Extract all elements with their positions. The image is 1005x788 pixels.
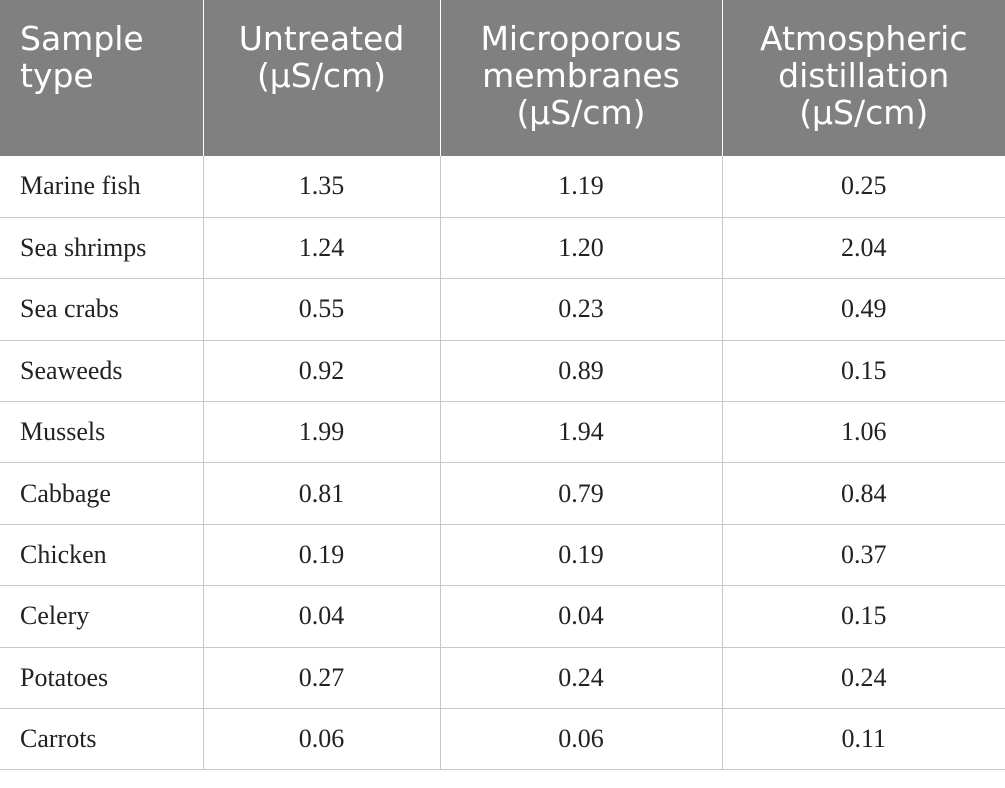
table-row: Carrots 0.06 0.06 0.11 [0, 708, 1005, 771]
table-header: Sample type Untreated (μS/cm) Microporou… [0, 0, 1005, 156]
cell-untreated: 1.99 [202, 401, 441, 464]
cell-microporous: 1.94 [439, 401, 723, 464]
header-line: (μS/cm) [516, 93, 646, 132]
cell-atmospheric: 0.49 [721, 278, 1005, 341]
cell-untreated: 0.92 [202, 339, 441, 403]
table-row: Seaweeds 0.92 0.89 0.15 [0, 339, 1005, 403]
cell-microporous: 0.89 [439, 339, 723, 403]
cell-atmospheric: 0.15 [721, 339, 1005, 403]
cell-untreated: 0.19 [202, 523, 441, 587]
cell-sample-type: Marine fish [0, 156, 204, 218]
cell-atmospheric: 1.06 [721, 401, 1005, 464]
header-line: (μS/cm) [256, 56, 387, 95]
cell-microporous: 1.19 [439, 156, 723, 218]
header-untreated: Untreated (μS/cm) [202, 0, 440, 156]
header-line: Atmospheric [759, 19, 968, 58]
cell-atmospheric: 0.11 [721, 708, 1005, 771]
cell-microporous: 0.06 [439, 708, 723, 771]
table-row: Celery 0.04 0.04 0.15 [0, 585, 1005, 648]
table-row: Sea shrimps 1.24 1.20 2.04 [0, 216, 1005, 280]
cell-sample-type: Celery [0, 585, 204, 648]
cell-atmospheric: 0.84 [721, 462, 1005, 525]
cell-atmospheric: 0.24 [721, 646, 1005, 710]
table-row: Chicken 0.19 0.19 0.37 [0, 523, 1005, 587]
cell-microporous: 0.24 [439, 646, 723, 710]
cell-untreated: 0.27 [202, 646, 441, 710]
cell-atmospheric: 2.04 [721, 216, 1005, 280]
cell-microporous: 0.23 [439, 278, 723, 341]
cell-untreated: 1.24 [202, 216, 441, 280]
header-line: Untreated [238, 19, 405, 58]
header-line: distillation [778, 56, 950, 95]
header-line: Microporous [480, 19, 682, 58]
cell-atmospheric: 0.25 [721, 156, 1005, 218]
cell-untreated: 0.55 [202, 278, 441, 341]
cell-sample-type: Sea crabs [0, 278, 204, 341]
header-row: Sample type Untreated (μS/cm) Microporou… [0, 0, 1005, 156]
cell-untreated: 0.81 [202, 462, 441, 525]
header-line: membranes [482, 56, 680, 95]
cell-atmospheric: 0.15 [721, 585, 1005, 648]
cell-microporous: 1.20 [439, 216, 723, 280]
header-atmospheric-distillation: Atmospheric distillation (μS/cm) [721, 0, 1005, 156]
header-line: Sample [20, 19, 144, 58]
cell-microporous: 0.19 [439, 523, 723, 587]
cell-sample-type: Seaweeds [0, 339, 204, 403]
cell-sample-type: Cabbage [0, 462, 204, 525]
cell-untreated: 1.35 [202, 156, 441, 218]
cell-microporous: 0.79 [439, 462, 723, 525]
cell-sample-type: Carrots [0, 708, 204, 771]
table-body: Marine fish 1.35 1.19 0.25 Sea shrimps 1… [0, 156, 1005, 771]
cell-sample-type: Chicken [0, 523, 204, 587]
header-line: type [20, 56, 94, 95]
cell-untreated: 0.04 [202, 585, 441, 648]
header-line: (μS/cm) [799, 93, 929, 132]
table-row: Potatoes 0.27 0.24 0.24 [0, 646, 1005, 710]
cell-atmospheric: 0.37 [721, 523, 1005, 587]
table-row: Sea crabs 0.55 0.23 0.49 [0, 278, 1005, 341]
cell-sample-type: Potatoes [0, 646, 204, 710]
header-microporous-membranes: Microporous membranes (μS/cm) [439, 0, 722, 156]
cell-untreated: 0.06 [202, 708, 441, 771]
table-row: Marine fish 1.35 1.19 0.25 [0, 156, 1005, 218]
header-sample-type: Sample type [0, 0, 203, 156]
cell-microporous: 0.04 [439, 585, 723, 648]
table-row: Mussels 1.99 1.94 1.06 [0, 401, 1005, 464]
cell-sample-type: Mussels [0, 401, 204, 464]
cell-sample-type: Sea shrimps [0, 216, 204, 280]
data-table: Sample type Untreated (μS/cm) Microporou… [0, 0, 1005, 771]
table-row: Cabbage 0.81 0.79 0.84 [0, 462, 1005, 525]
